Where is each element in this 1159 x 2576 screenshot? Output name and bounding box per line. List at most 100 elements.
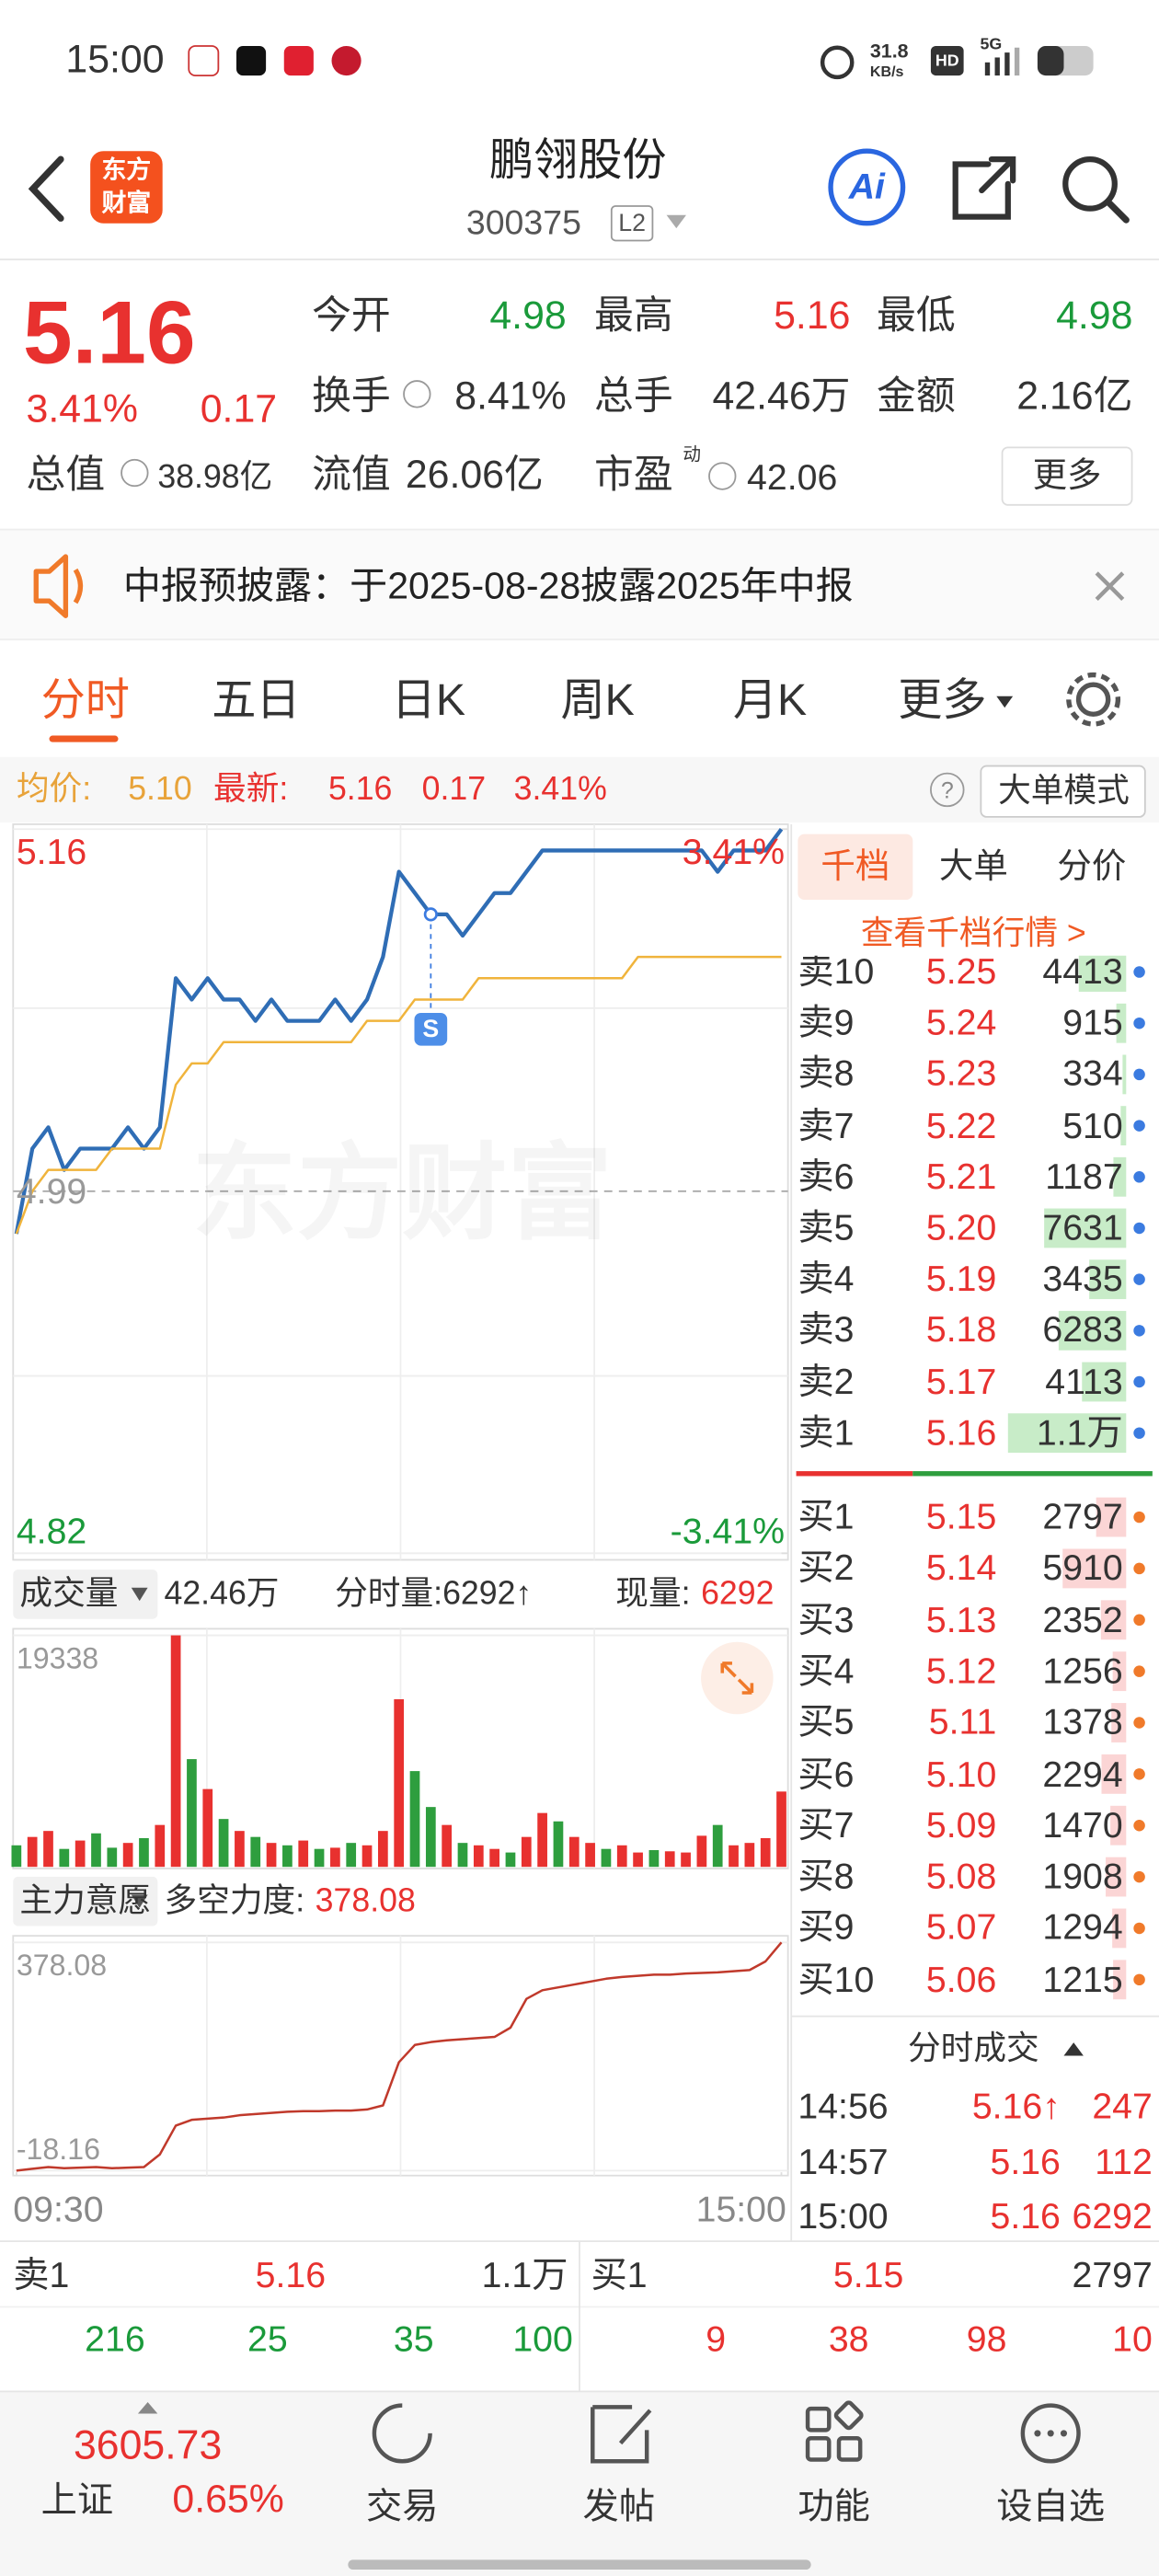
latest-change: 0.17 <box>421 771 487 809</box>
volume-bar <box>648 1849 660 1868</box>
notice-text[interactable]: 中报预披露：于2025-08-28披露2025年中报 <box>122 564 854 607</box>
nav-item[interactable]: 设自选 <box>996 2486 1106 2527</box>
y-tick-label: 5.16 <box>16 831 87 872</box>
depth-bar <box>1111 1703 1127 1742</box>
order-label: 买1 <box>798 1495 855 1537</box>
force-selector[interactable] <box>13 1876 158 1926</box>
latest-pct: 3.41% <box>513 771 607 809</box>
order-price: 5.19 <box>925 1258 997 1300</box>
close-notice[interactable] <box>1095 571 1125 601</box>
order-price: 5.21 <box>925 1156 997 1197</box>
level1-label: 卖1 <box>13 2254 70 2296</box>
ai-button[interactable] <box>828 148 906 226</box>
y-tick-label: 19338 <box>16 1641 99 1675</box>
nav-item[interactable]: 功能 <box>798 2486 870 2527</box>
volume-bar <box>568 1836 580 1868</box>
volume-bar <box>521 1836 532 1868</box>
order-tab[interactable]: 大单 <box>938 847 1008 886</box>
volume-bar <box>187 1759 197 1868</box>
order-price: 5.20 <box>925 1206 997 1248</box>
index-change[interactable]: 0.65% <box>172 2478 284 2523</box>
order-price: 5.22 <box>925 1104 997 1145</box>
mode-button[interactable] <box>980 765 1146 818</box>
depth-dot <box>1133 1562 1145 1575</box>
index-name[interactable]: 上证 <box>40 2478 114 2521</box>
volume-bar <box>346 1843 357 1868</box>
volume-bar <box>489 1848 499 1868</box>
app-icon <box>188 45 220 76</box>
order-volume: 915 <box>1062 1002 1123 1043</box>
settings-button[interactable] <box>1075 682 1111 718</box>
share-button[interactable] <box>952 155 1016 220</box>
help-icon[interactable] <box>930 772 965 808</box>
volume-selector[interactable] <box>13 1570 158 1619</box>
volume-bar <box>266 1843 277 1868</box>
more-button[interactable] <box>1001 446 1133 506</box>
more-text[interactable]: 更多 <box>1032 457 1102 496</box>
logo-text: 东方 <box>101 156 152 185</box>
order-price: 5.12 <box>925 1650 997 1692</box>
field-value: 42.46万 <box>712 374 851 420</box>
order-tab[interactable]: 千档 <box>820 847 890 886</box>
tab[interactable]: 更多 <box>898 675 987 725</box>
order-label: 卖9 <box>798 1002 855 1043</box>
order-tab-active[interactable] <box>798 834 913 901</box>
index-value[interactable]: 3605.73 <box>73 2422 223 2469</box>
app-icon <box>235 45 267 76</box>
ai-text[interactable]: Ai <box>848 166 885 207</box>
asks-bars <box>1007 955 1145 1454</box>
order-volume: 2294 <box>1042 1753 1123 1794</box>
tab[interactable]: 五日 <box>212 675 301 725</box>
field-label: 今开 <box>312 293 391 339</box>
y-tick-label: 378.08 <box>16 1949 108 1983</box>
help-text[interactable]: ? <box>940 776 954 803</box>
volume-bar <box>282 1845 293 1868</box>
y-tick-label: 4.82 <box>16 1510 87 1552</box>
tab[interactable]: 月K <box>732 675 808 725</box>
depth-bar <box>1096 1497 1127 1537</box>
volume-bar <box>378 1831 388 1868</box>
field-value: 38.98亿 <box>157 459 273 496</box>
asks-list: 卖10 5.25 4413 卖9 5.24 915 卖8 5.23 334 卖7 5.22 510 卖6… <box>0 956 1159 1465</box>
expand-icon <box>720 1662 754 1695</box>
mode-text[interactable]: 大单模式 <box>998 773 1130 810</box>
alarm-icon <box>820 45 855 80</box>
status-speed: 31.8 <box>869 39 909 63</box>
depth-dot <box>1133 1120 1145 1132</box>
trade-volume: 6292 <box>1072 2195 1153 2237</box>
depth-link[interactable]: 查看千档行情 > <box>860 915 1086 953</box>
back-button[interactable] <box>28 155 64 222</box>
volume-bar <box>601 1848 612 1868</box>
field-label: 市盈 <box>594 453 673 498</box>
depth-bar <box>1100 1600 1127 1640</box>
signal-icon <box>1004 52 1010 76</box>
order-tab[interactable]: 分价 <box>1057 847 1127 886</box>
book-divider-bid <box>912 1471 1153 1477</box>
nav-item[interactable]: 交易 <box>365 2486 439 2527</box>
search-handle <box>1105 198 1130 224</box>
series-line <box>16 1941 783 2172</box>
order-volume: 1908 <box>1042 1855 1123 1897</box>
force-title[interactable]: 主力意愿 <box>19 1883 152 1920</box>
tab[interactable]: 日K <box>391 675 465 725</box>
volume-bar <box>553 1821 564 1868</box>
signal-icon <box>1014 47 1020 76</box>
signal-icon <box>994 57 1000 76</box>
tab[interactable]: 分时 <box>40 675 130 725</box>
depth-bar <box>1044 1208 1127 1248</box>
nav-item[interactable]: 发帖 <box>582 2486 656 2527</box>
caret <box>131 1587 148 1602</box>
order-price: 5.25 <box>925 955 997 992</box>
search-button[interactable] <box>1062 155 1118 212</box>
change-pct: 3.41% <box>26 387 139 432</box>
level1-volume: 1.1万 <box>481 2254 568 2296</box>
volume-title[interactable]: 成交量 <box>19 1576 119 1613</box>
volume-bar <box>664 1851 675 1868</box>
expand-button[interactable] <box>701 1641 774 1715</box>
depth-dot <box>1133 1375 1145 1388</box>
tab[interactable]: 周K <box>560 675 635 725</box>
depth-bar <box>1122 1054 1127 1095</box>
trades-title[interactable]: 分时成交 <box>907 2030 1039 2067</box>
depth-bar <box>1106 1857 1127 1897</box>
